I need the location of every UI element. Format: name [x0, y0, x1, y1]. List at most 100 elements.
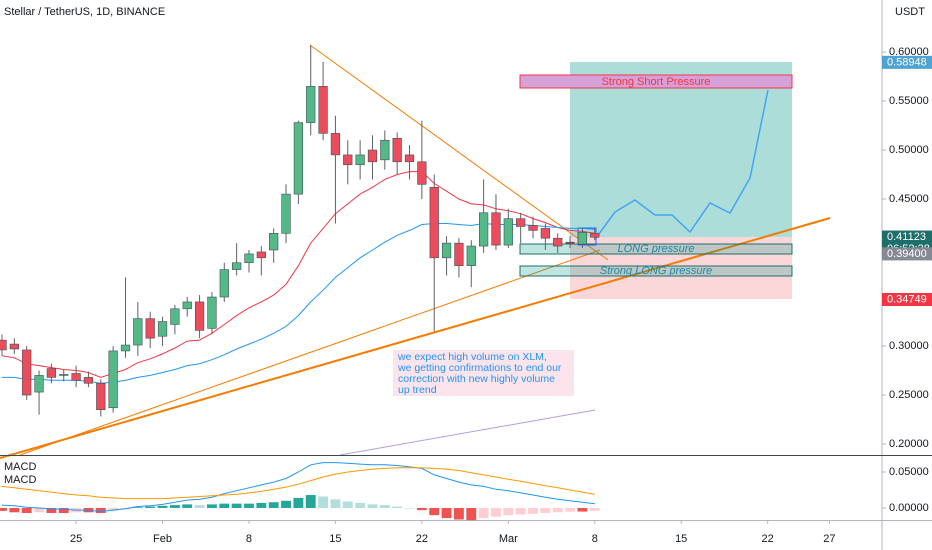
candle-body — [256, 251, 266, 259]
macd-histogram-bar — [281, 500, 291, 508]
candle-body — [9, 343, 19, 350]
macd-histogram-bar — [132, 507, 143, 508]
macd-histogram-bar — [478, 507, 489, 519]
note: we getting confirmations to end our — [397, 362, 562, 374]
candle-body — [478, 212, 489, 247]
macd-histogram-bar — [589, 507, 600, 511]
x-tick-label: 15 — [675, 533, 687, 545]
price-label-text: 0.34749 — [887, 293, 927, 305]
macd-histogram-bar — [552, 507, 563, 513]
macd-histogram-bar — [293, 497, 304, 508]
candle-body — [306, 86, 316, 123]
macd-histogram-bar — [305, 495, 316, 508]
trend-line — [0, 217, 831, 459]
price-label — [882, 55, 932, 69]
y-tick-label: 0.45000 — [889, 193, 929, 205]
projection — [595, 89, 769, 239]
candle-body — [380, 139, 390, 161]
macd-histogram-bar — [429, 507, 440, 516]
candle-body — [22, 349, 32, 396]
candle-body — [577, 232, 588, 245]
candle-body — [392, 137, 402, 163]
annotation: Strong LONG pressure — [600, 265, 713, 277]
drawings — [0, 44, 831, 459]
macd-histogram-bar — [157, 505, 168, 508]
candle-body — [281, 193, 291, 234]
candle-body — [83, 377, 94, 384]
stop-zone — [570, 237, 792, 299]
macd-label: MACD — [4, 474, 36, 486]
trend-line — [309, 44, 609, 261]
long-ma — [339, 409, 596, 456]
note: we expect high volume on XLM, — [397, 351, 547, 363]
macd-histogram-bar — [95, 507, 106, 514]
y-tick-label: 0.00000 — [889, 502, 929, 514]
candle-body — [553, 237, 563, 247]
macd-histogram-bar — [206, 504, 217, 508]
x-tick-label: 25 — [70, 533, 82, 545]
candle-body — [108, 350, 118, 409]
candle-body — [565, 241, 575, 244]
macd-histogram-bar — [0, 507, 7, 511]
target-zone — [570, 62, 792, 237]
annotation: Strong Short Pressure — [602, 76, 711, 88]
candle-body — [219, 269, 229, 298]
macd-histogram-bar — [58, 507, 69, 514]
strong-long-zone-box — [519, 265, 793, 277]
candle-body — [441, 242, 452, 259]
y-tick-label: 0.25000 — [889, 389, 929, 401]
macd-histogram-bar — [256, 502, 267, 508]
candle-body — [207, 296, 217, 329]
macd-histogram-bar — [540, 507, 551, 514]
y-tick-label: 0.60000 — [889, 46, 929, 58]
macd-line — [1, 462, 595, 513]
candle-body — [269, 233, 279, 251]
macd-histogram-bar — [169, 505, 180, 508]
candle-body — [71, 373, 81, 381]
macd-histogram-bar — [46, 507, 57, 514]
candle-body — [120, 344, 131, 352]
macd-histogram-bar — [244, 503, 254, 508]
macd-histogram-bar — [404, 507, 415, 509]
candle-body — [96, 382, 106, 411]
y-tick-label: 0.30000 — [889, 340, 929, 352]
note-box — [393, 350, 574, 396]
annotation: LONG pressure — [617, 243, 694, 255]
macd-histogram-bar — [515, 507, 526, 515]
macd-histogram-bar — [565, 507, 576, 512]
x-tick-label: 27 — [823, 533, 835, 545]
macd-histogram-bar — [268, 502, 279, 508]
trend-line — [19, 249, 601, 456]
candle-body — [590, 233, 600, 238]
x-tick-label: 15 — [329, 533, 341, 545]
macd-histogram-bar — [330, 499, 341, 508]
x-tick-label: 22 — [416, 533, 428, 545]
candle-body — [404, 154, 415, 163]
macd-histogram-bar — [342, 501, 353, 508]
x-tick-label: 8 — [592, 533, 598, 545]
candle-body — [182, 301, 192, 310]
macd-histogram-bar — [231, 503, 242, 508]
macd-histogram-bar — [503, 507, 514, 516]
chart-title: Stellar / TetherUS, 1D, BINANCE — [4, 6, 165, 18]
candle-body — [540, 228, 550, 239]
candle-body — [516, 218, 526, 227]
macd-histogram-bar — [194, 505, 205, 508]
candle-body — [0, 339, 7, 351]
macd-histogram-bar — [528, 507, 538, 514]
y-tick-label: 0.50000 — [889, 144, 929, 156]
candle-body — [59, 374, 69, 376]
macd-histogram-bar — [21, 507, 32, 514]
macd-histogram-bar — [441, 507, 452, 519]
macd-histogram-bar — [367, 504, 378, 508]
candle-body — [330, 133, 341, 156]
candle-body — [170, 308, 180, 325]
candle-body — [293, 122, 304, 195]
y-tick-label: 0.55000 — [889, 95, 929, 107]
candle-body — [491, 212, 501, 246]
short-zone-box — [519, 74, 793, 89]
macd-histogram-bar — [491, 507, 501, 517]
macd-histogram-bar — [9, 507, 20, 513]
x-tick-label: Feb — [153, 533, 172, 545]
